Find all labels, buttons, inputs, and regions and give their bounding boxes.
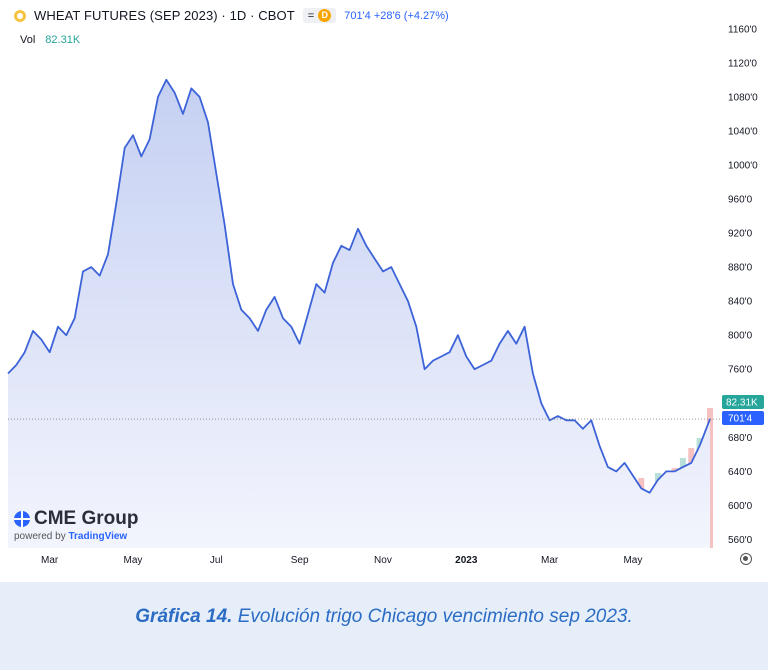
y-tick-label: 640'0 (728, 467, 753, 478)
y-tick-label: 1040'0 (728, 126, 758, 137)
x-tick-label: Nov (374, 555, 392, 566)
price-area (8, 79, 710, 549)
powered-by-prefix: powered by (14, 531, 66, 542)
globe-icon (14, 511, 30, 527)
cme-logo: CME Group (14, 508, 139, 530)
y-tick-label: 1160'0 (728, 24, 757, 35)
header-change: +28'6 (+4.27%) (373, 9, 449, 22)
y-tick-label: 560'0 (728, 535, 753, 546)
branding: CME Group powered by TradingView (14, 508, 139, 542)
figure-caption: Gráfica 14. Evolución trigo Chicago venc… (0, 604, 768, 630)
volume-legend[interactable]: Vol 82.31K (20, 34, 80, 46)
x-tick-label: Jul (210, 555, 223, 566)
y-tick-label: 600'0 (728, 501, 753, 512)
symbol-status-icon[interactable] (14, 9, 26, 22)
volume-legend-value: 82.31K (45, 34, 81, 46)
last-price-tag (722, 411, 764, 426)
y-tick-label: 880'0 (728, 263, 753, 274)
x-tick-label: Sep (291, 555, 309, 566)
chart-svg[interactable]: 1160'0 1120'0 1080'0 1040'0 1000'0 960'0 920'0… (0, 0, 768, 582)
x-tick-label: May (623, 555, 642, 566)
volume-legend-label: Vol (20, 34, 36, 46)
price-tags: 82.31K 701'4 (722, 395, 764, 426)
y-tick-label: 840'0 (728, 297, 753, 308)
tradingview-link[interactable]: TradingView (68, 531, 128, 542)
volume-tag (722, 395, 764, 410)
header-last-price: 701'4 (344, 9, 371, 22)
caption-text: Evolución trigo Chicago vencimiento sep … (237, 606, 633, 627)
chart-frame: 1160'0 1120'0 1080'0 1040'0 1000'0 960'0 920'0… (0, 0, 768, 582)
y-tick-label: 680'0 (728, 433, 753, 444)
x-tick-label: Mar (541, 555, 559, 566)
x-tick-label: May (124, 555, 143, 566)
y-tick-label: 1120'0 (728, 58, 757, 69)
y-tick-label: 920'0 (728, 229, 753, 240)
y-tick-label: 960'0 (728, 195, 753, 206)
symbol-header: WHEAT FUTURES (SEP 2023) · 1D · CBOT = D… (14, 8, 449, 23)
symbol-title[interactable]: WHEAT FUTURES (SEP 2023) · 1D · CBOT (34, 8, 295, 23)
x-tick-label: 2023 (455, 555, 478, 566)
y-tick-label: 800'0 (728, 331, 753, 342)
y-axis: 1160'0 1120'0 1080'0 1040'0 1000'0 960'0 920'0… (728, 24, 758, 546)
x-axis: Mar May Jul Sep Nov 2023 Mar May (41, 555, 642, 566)
volume-tag-label: 82.31K (726, 398, 758, 409)
caption-number: Gráfica 14. (135, 606, 233, 627)
price-line (7, 78, 711, 494)
y-tick-label: 1000'0 (728, 160, 758, 171)
delayed-badge: D (318, 9, 332, 22)
y-tick-label: 1080'0 (728, 92, 758, 103)
last-price-tag-label: 701'4 (728, 414, 753, 425)
cme-logo-text: CME Group (34, 508, 139, 529)
interval-pill[interactable]: = D (302, 8, 337, 23)
settings-icon[interactable] (740, 553, 752, 565)
y-tick-label: 760'0 (728, 365, 753, 376)
powered-by[interactable]: powered by TradingView (14, 531, 139, 542)
x-tick-label: Mar (41, 555, 59, 566)
equals-icon: = (307, 9, 315, 22)
header-price: 701'4 +28'6 (+4.27%) (344, 10, 449, 22)
